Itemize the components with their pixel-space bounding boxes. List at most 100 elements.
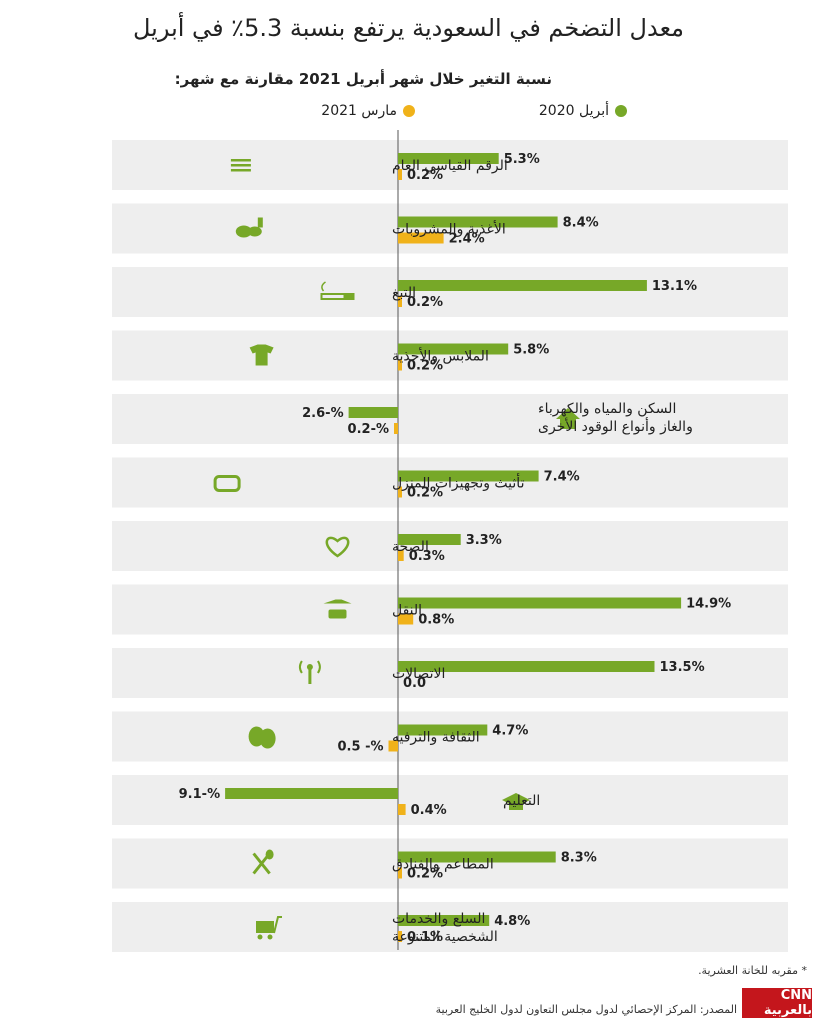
bar-march-2021 [398,359,402,371]
bar-april-2020 [348,407,398,418]
value-label-april-2020: 13.1% [652,279,697,294]
sofa-icon [213,475,241,492]
row-background [112,902,788,952]
category-icon-group [556,408,580,429]
legend-label-march-2021: مارس 2021 [321,103,397,119]
value-label-march-2021: 0.2% [407,486,443,501]
value-label-april-2020: 5.8% [513,343,549,358]
value-label-march-2021: 0.3% [409,549,445,564]
value-label-march-2021: 2.4% [449,232,485,247]
source-note: المصدر: المركز الإحصائي لدول مجلس التعاو… [435,1003,737,1016]
transport-icon [323,599,352,604]
category-icon-group [213,475,241,492]
footnote: * مقربه للخانة العشرية. [698,964,807,977]
cigarette-icon [321,281,326,292]
category-label: التبغ [392,285,416,301]
value-label-april-2020: 8.3% [561,851,597,866]
row-background [112,140,788,190]
list-icon [230,164,251,167]
chart-subtitle: نسبة التغير خلال شهر أبريل 2021 مقارنة م… [174,70,552,88]
legend-label-april-2020: أبريل 2020 [538,103,609,119]
bar-april-2020 [225,788,398,799]
value-label-april-2020: 3.3% [466,533,502,548]
value-label-march-2021: 0.1% [407,930,443,945]
transport-icon [328,609,347,619]
row-background [112,203,788,254]
category-icon-group [252,849,274,875]
category-icon-group [298,660,321,684]
bar-march-2021 [398,613,414,625]
antenna-icon [298,660,321,674]
bar-march-2021 [398,867,402,879]
category-label: الملابس والأحذية [392,347,489,365]
food-drink-icon [257,217,263,228]
bar-march-2021 [398,550,404,561]
row-background [112,711,788,762]
category-icon-group [256,916,282,940]
category-icon-group [323,599,352,619]
category-label: الصحة [392,539,429,555]
list-icon [230,169,251,172]
category-label: الرقم القياسي العام [392,158,508,174]
cigarette-icon [343,294,354,299]
bar-april-2020 [398,661,655,672]
category-label: الثقافة والترفيه [392,730,480,746]
bar-april-2020 [398,534,461,545]
bar-march-2021 [388,740,398,752]
category-icon-group [249,344,274,366]
cart-icon [256,921,274,933]
food-drink-icon [235,225,252,238]
row-background [112,648,788,698]
cart-icon [273,916,282,934]
value-label-april-2020: 2.6-% [302,406,343,421]
value-label-march-2021: 0.2-% [348,422,389,437]
bar-april-2020 [398,153,499,164]
fork-spoon-icon [265,849,274,860]
house-icon [556,408,580,429]
category-icon-group [502,793,530,810]
value-label-april-2020: 9.1-% [179,787,220,802]
category-label: السلع والخدمات [392,911,485,927]
value-label-march-2021: 0.4% [411,803,447,818]
value-label-march-2021: 0.2% [407,867,443,882]
legend-swatch-april-2020 [615,105,627,117]
category-icon-group [325,536,350,558]
category-icon-group [248,726,276,749]
chart-title: معدل التضخم في السعودية يرتفع بنسبة 5.3٪… [132,14,685,42]
bar-april-2020 [398,216,558,228]
cnn-arabic-logo: CNN بالعربية [742,988,812,1018]
clothes-shoe-icon [249,344,274,366]
category-label: الاتصالات [392,666,445,682]
bar-april-2020 [398,280,647,291]
category-label: التعليم [503,793,540,809]
bar-march-2021 [394,423,398,434]
category-label: والغاز وأنواع الوقود الأخرى [538,417,693,435]
row-background [112,394,788,444]
category-icon-group [320,281,355,300]
value-label-april-2020: 8.4% [563,216,599,231]
food-drink-icon [247,226,262,237]
bar-march-2021 [398,232,444,244]
category-icon-group [235,217,263,238]
category-label: تأثيث وتجهيزات المنزل [392,473,525,492]
category-label: النقل [392,603,422,619]
legend-item-april-2020: أبريل 2020 [539,103,627,119]
bar-march-2021 [398,169,402,180]
value-label-march-2021: 0.2% [407,295,443,310]
graduation-cap-icon [509,803,523,810]
cart-icon [267,934,273,940]
cart-icon [257,934,263,940]
value-label-april-2020: 14.9% [686,597,731,612]
value-label-march-2021: 0.8% [418,613,454,628]
theater-masks-icon [259,728,276,749]
category-label: الأغذية والمشروبات [392,220,506,238]
value-label-april-2020: 13.5% [660,660,705,675]
bar-march-2021 [398,486,402,498]
value-label-april-2020: 4.8% [494,914,530,929]
category-icon-group [230,159,251,172]
bar-april-2020 [398,597,682,609]
value-label-april-2020: 4.7% [492,724,528,739]
row-background [112,838,788,889]
row-background [112,267,788,317]
